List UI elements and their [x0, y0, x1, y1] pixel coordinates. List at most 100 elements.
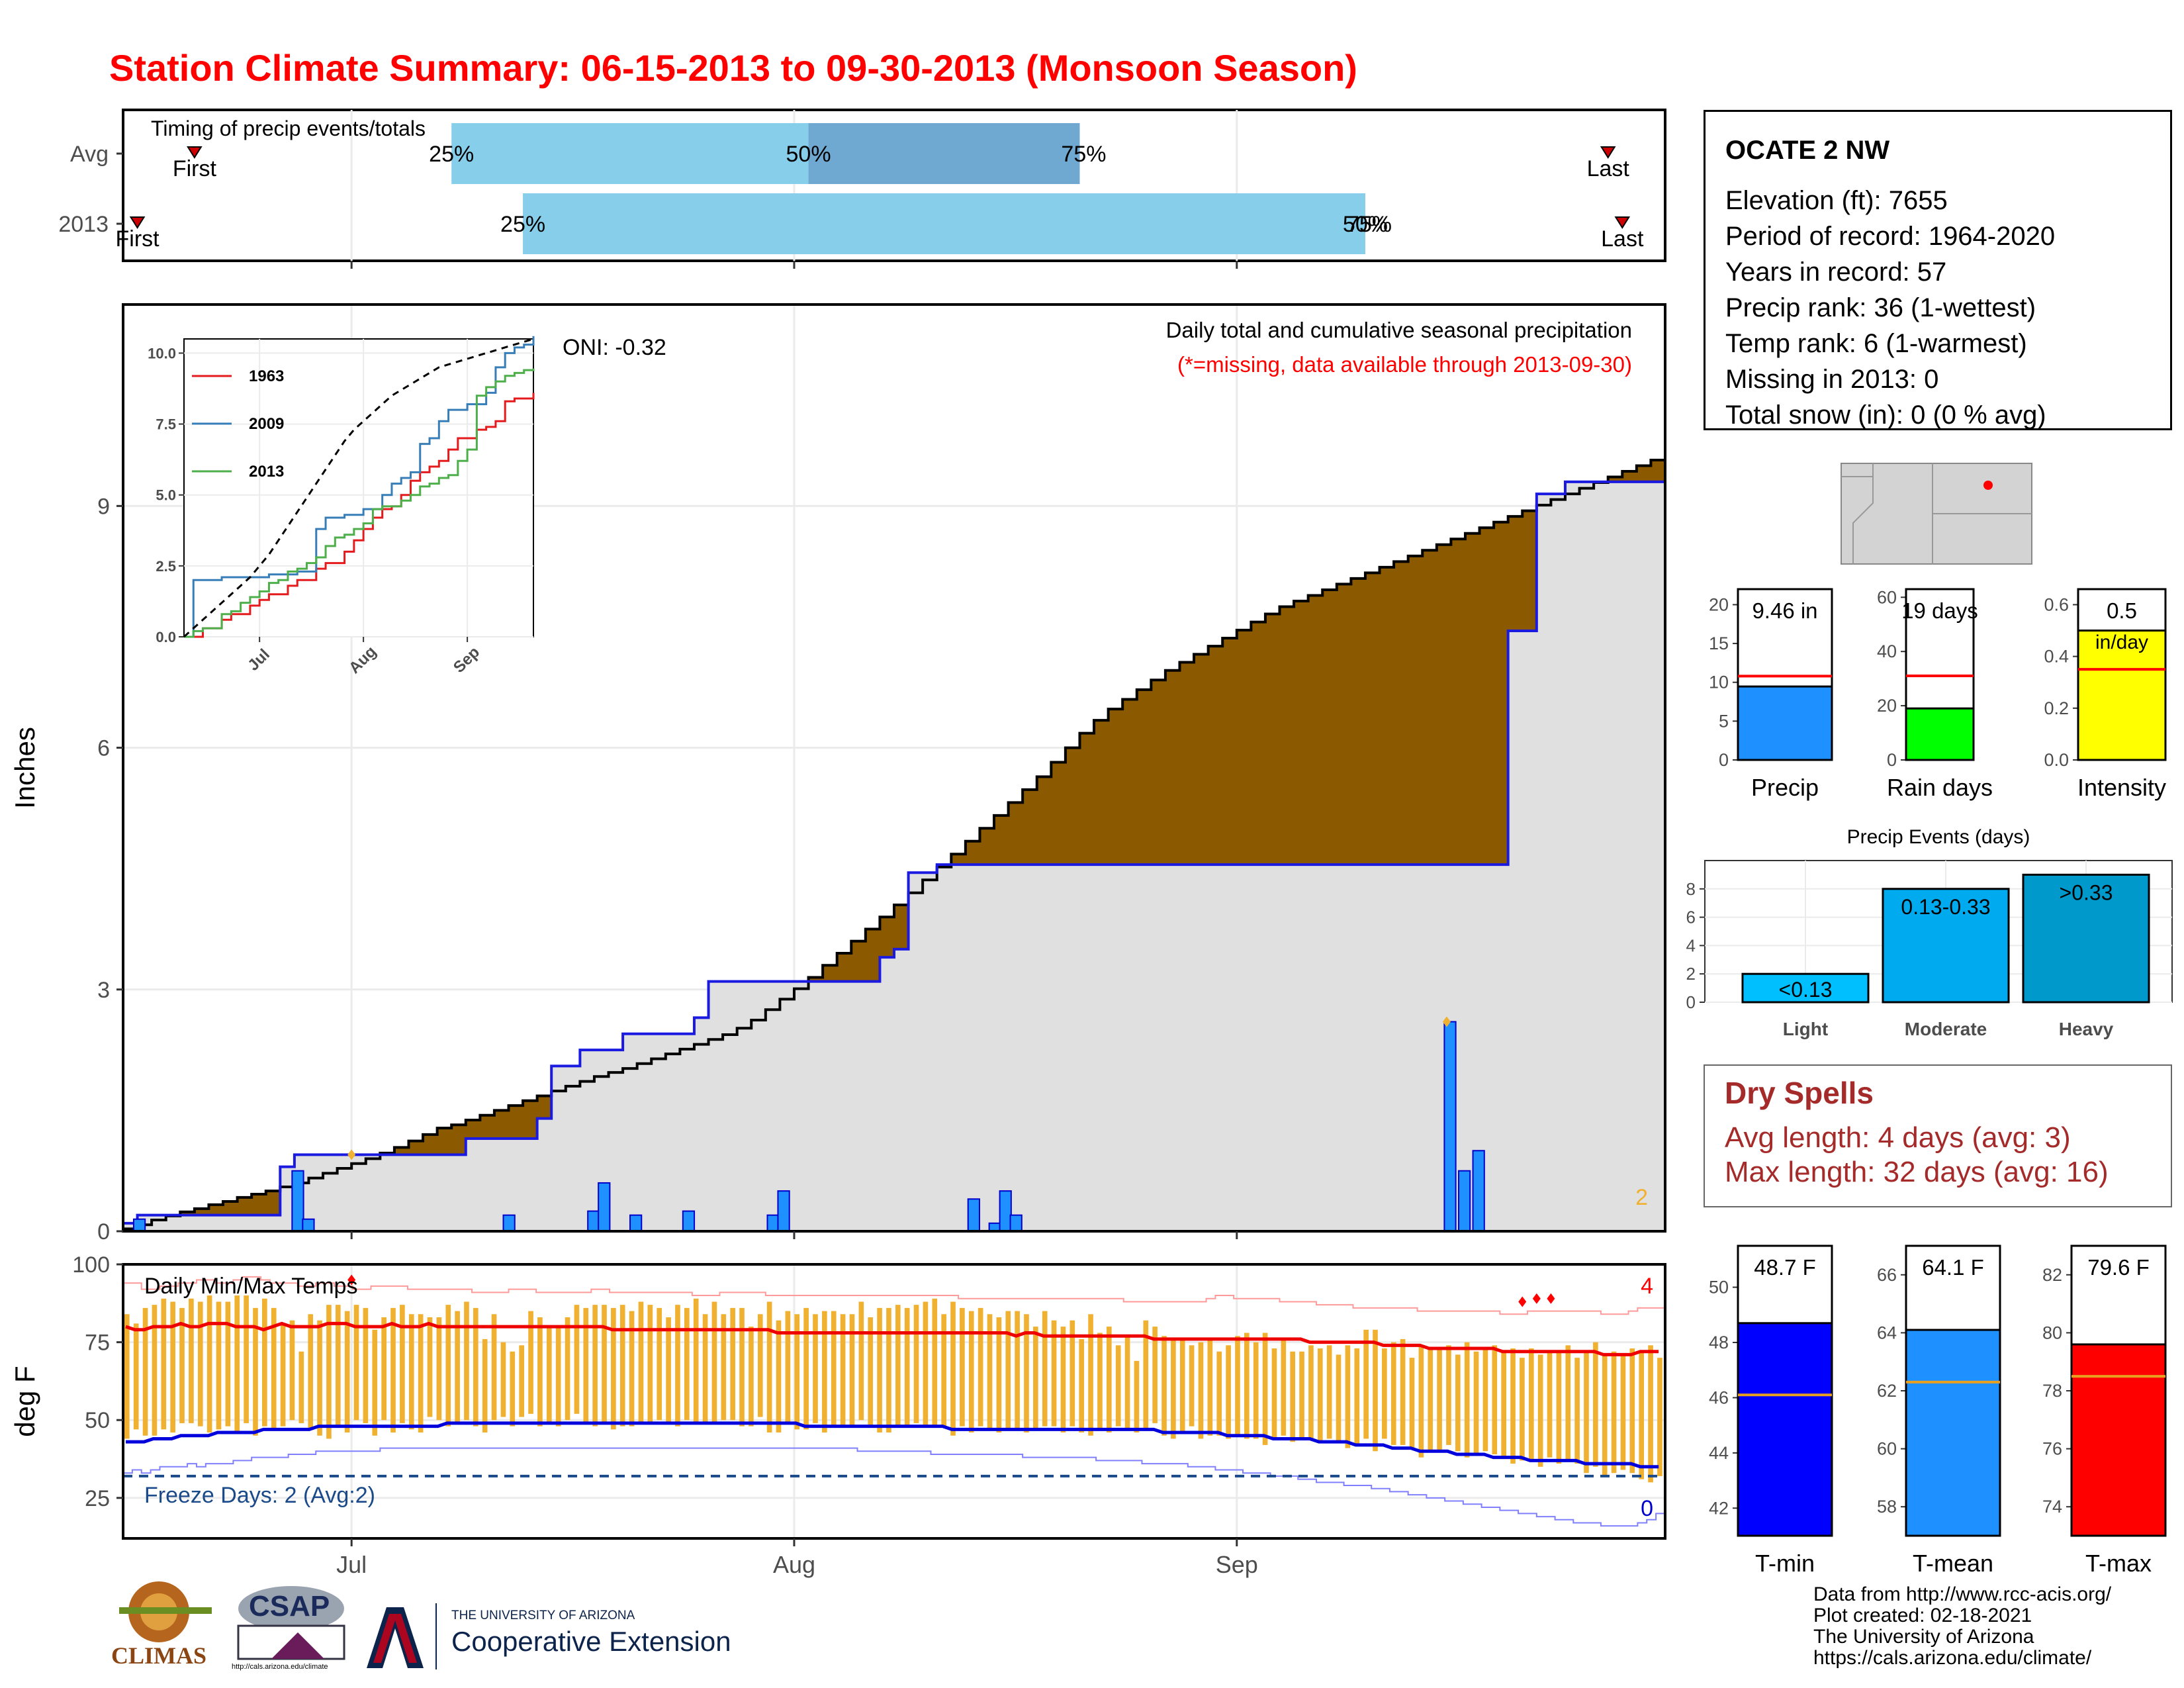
- timing-bar-upper-avg: [808, 123, 1080, 184]
- temp-daily-bar: [886, 1307, 891, 1433]
- summary-raindays-y-tick-label-3: 60: [1877, 587, 1897, 607]
- temp-daily-bar: [445, 1305, 451, 1427]
- precip-daily-bar: [682, 1210, 696, 1232]
- timing-p25-label-y2013: 25%: [500, 212, 545, 237]
- summary-intensity-y-tick-label-1: 0.2: [2044, 698, 2069, 718]
- temp-daily-bar: [308, 1314, 314, 1430]
- temp-daily-bar: [831, 1311, 837, 1427]
- temp-daily-bar: [776, 1320, 782, 1433]
- temp-summary-t-max-y-tick-label-0: 74: [2042, 1497, 2062, 1517]
- summary-raindays-y-tick-label-1: 20: [1877, 696, 1897, 716]
- temp-daily-bar: [133, 1323, 139, 1430]
- temp-daily-bar: [381, 1317, 387, 1421]
- temp-daily-bar: [611, 1307, 616, 1430]
- temp-daily-bar: [1060, 1327, 1066, 1433]
- temp-daily-bar: [1124, 1336, 1130, 1430]
- summary-intensity-axis-label: Intensity: [2077, 774, 2166, 801]
- station-snow: Total snow (in): 0 (0 % avg): [1725, 400, 2046, 430]
- inset-line-2013: [184, 368, 535, 638]
- temp-daily-bar: [1602, 1354, 1608, 1476]
- temp-daily-bar: [1510, 1348, 1516, 1464]
- inset-line-avg: [183, 338, 534, 638]
- events-y-tick-label-2: 4: [1686, 935, 1696, 955]
- station-name: OCATE 2 NW: [1725, 136, 1890, 165]
- temp-daily-bar: [1464, 1342, 1470, 1458]
- summary-intensity-y-tick-label-0: 0.0: [2044, 750, 2069, 770]
- precip-y-tick-label-0: 0: [97, 1219, 110, 1244]
- temp-daily-bar: [749, 1327, 754, 1427]
- temp-daily-bar: [427, 1317, 433, 1417]
- temp-daily-bar: [1171, 1338, 1176, 1439]
- timing-p75-label-avg: 75%: [1061, 142, 1106, 167]
- timing-last-label-avg: Last: [1587, 156, 1630, 181]
- dry-spells-avg: Avg length: 4 days (avg: 3): [1725, 1121, 2071, 1154]
- csap-url-text: http://cals.arizona.edu/climate: [232, 1663, 328, 1671]
- temp-daily-bar: [1198, 1342, 1204, 1439]
- temp-daily-bar: [730, 1307, 735, 1421]
- temp-avg-min-line: [126, 1421, 1659, 1469]
- temp-daily-bar: [1079, 1338, 1085, 1433]
- inset-y-tick-label-0: 0.0: [156, 629, 176, 645]
- credit-data-source: Data from http://www.rcc-acis.org/: [1813, 1583, 2112, 1605]
- precip-daily-bar: [1457, 1170, 1471, 1233]
- temp-daily-bar: [1620, 1354, 1626, 1470]
- climas-logo: CLIMAS: [106, 1575, 225, 1675]
- temp-daily-bar: [1373, 1329, 1378, 1452]
- temp-daily-bar: [491, 1314, 497, 1421]
- temp-summary-t-mean-axis-label: T-mean: [1913, 1550, 1993, 1577]
- temp-daily-bar: [1189, 1345, 1195, 1427]
- inset-frame: [183, 338, 534, 637]
- temp-record-marker: [1518, 1296, 1527, 1307]
- summary-precip-bar: [1737, 685, 1833, 761]
- temp-daily-bar: [757, 1314, 763, 1417]
- summary-precip-y-tick-label-4: 20: [1709, 594, 1729, 614]
- events-bar-light: [1741, 972, 1870, 1004]
- temp-daily-bar: [1207, 1338, 1213, 1436]
- precip-daily-bar: [999, 1190, 1012, 1233]
- timing-p50-label-y2013: 50%: [1343, 212, 1388, 237]
- ua-big-text: Cooperative Extension: [451, 1626, 731, 1657]
- temp-daily-bar: [179, 1307, 185, 1423]
- temp-daily-bar: [693, 1298, 699, 1423]
- inset-y-tick-label-3: 7.5: [156, 416, 176, 433]
- page-title: Station Climate Summary: 06-15-2013 to 0…: [109, 47, 1357, 89]
- station-elevation: Elevation (ft): 7655: [1725, 186, 1948, 215]
- temp-summary-t-min-y-tick-label-0: 42: [1709, 1498, 1729, 1518]
- events-y-tick-label-4: 8: [1686, 879, 1696, 899]
- temp-daily-bar: [1226, 1345, 1231, 1439]
- timing-first-label-y2013: First: [116, 226, 160, 252]
- temp-daily-bar: [1482, 1348, 1488, 1452]
- dry-spells-box: Dry Spells Avg length: 4 days (avg: 3) M…: [1704, 1064, 2172, 1207]
- temp-daily-bar: [840, 1314, 846, 1427]
- temp-daily-bar: [739, 1307, 745, 1427]
- events-x-label-0: Light: [1783, 1019, 1828, 1039]
- temp-daily-bar: [923, 1301, 929, 1427]
- summary-precip-axis-label: Precip: [1751, 774, 1819, 801]
- timing-p50-label-avg: 50%: [786, 142, 831, 167]
- temp-record-max-line: [123, 1276, 1665, 1315]
- temp-daily-bar: [1069, 1320, 1075, 1427]
- temp-summary-t-min-y-tick-label-2: 46: [1709, 1387, 1729, 1407]
- temp-corner-max: 4: [1641, 1274, 1653, 1299]
- summary-intensity-bar: [2077, 630, 2167, 761]
- temp-x-tick-label-2: Sep: [1216, 1551, 1258, 1578]
- temp-daily-bar: [436, 1317, 442, 1421]
- csap-logo-text: CSAP: [249, 1590, 330, 1622]
- temp-daily-bar: [1528, 1348, 1534, 1461]
- temp-daily-bar: [1611, 1351, 1617, 1474]
- temp-summary-t-max-y-tick-label-3: 80: [2042, 1323, 2062, 1342]
- events-y-tick-label-1: 2: [1686, 964, 1696, 984]
- temp-daily-bar: [1088, 1314, 1093, 1436]
- temp-daily-bar: [766, 1301, 772, 1433]
- temp-daily-bar: [996, 1317, 1002, 1433]
- temp-daily-bar: [400, 1305, 405, 1423]
- temp-daily-bar: [1492, 1345, 1498, 1454]
- temp-summary-t-mean-y-tick-label-0: 58: [1877, 1497, 1897, 1517]
- temp-daily-bar: [932, 1298, 938, 1427]
- temp-daily-bar: [574, 1305, 580, 1414]
- events-y-tick-label-3: 6: [1686, 908, 1696, 927]
- temp-summary-t-min-y-tick-label-3: 48: [1709, 1333, 1729, 1352]
- temp-summary-t-min-y-tick-label-4: 50: [1709, 1278, 1729, 1297]
- precip-missing-note: (*=missing, data available through 2013-…: [1177, 352, 1632, 377]
- temp-daily-bar: [170, 1301, 175, 1433]
